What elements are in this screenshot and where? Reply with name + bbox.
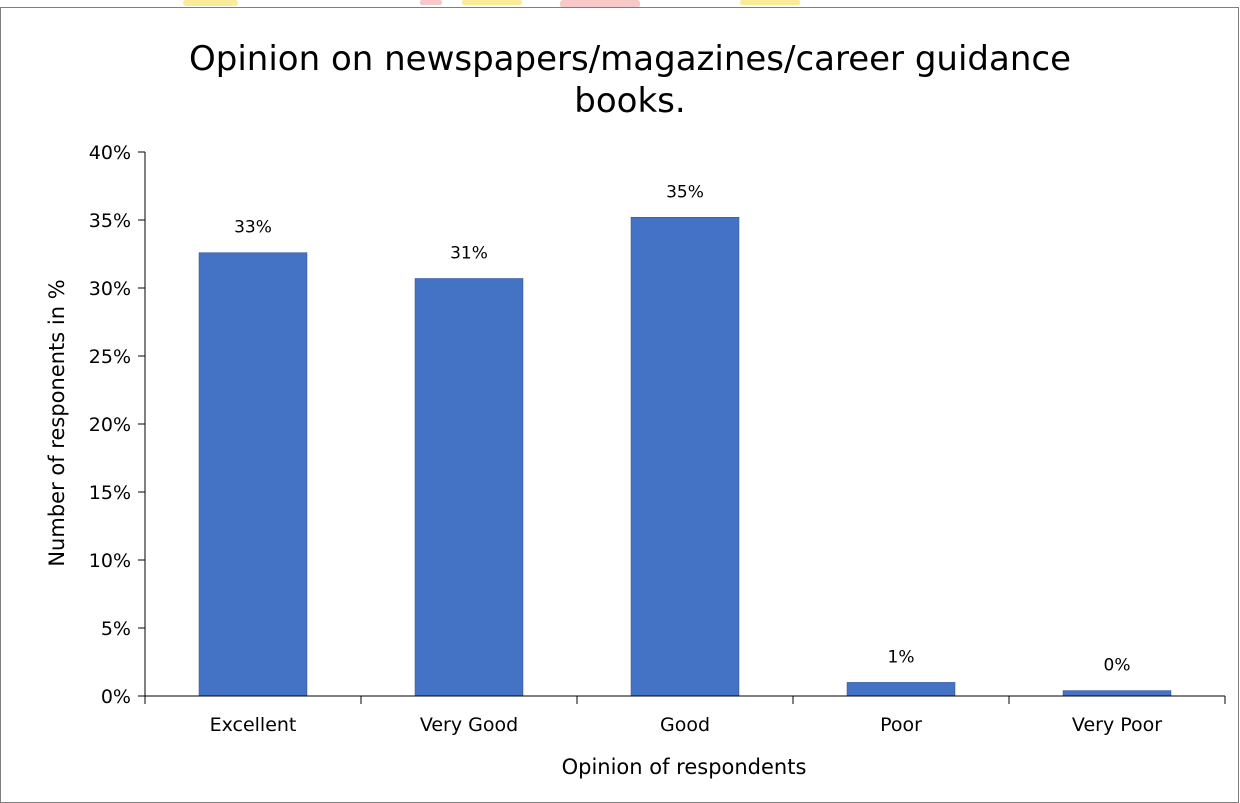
chart-border (0, 7, 1239, 803)
bar-very-good (414, 278, 524, 697)
x-tick-label: Very Poor (1072, 714, 1162, 736)
chart-title-line-2: books. (574, 81, 685, 121)
chart-title-line-1: Opinion on newspapers/magazines/career g… (189, 39, 1071, 79)
x-tick-label: Good (660, 714, 710, 736)
x-axis: Excellent Very Good Good Poor Very Poor (144, 695, 1226, 736)
y-tick-label: 20% (89, 414, 131, 436)
data-label: 31% (450, 243, 488, 263)
x-tick-label: Very Good (420, 714, 518, 736)
y-tick-label: 35% (89, 210, 131, 232)
data-label: 0% (1104, 656, 1131, 676)
y-tick-label: 30% (89, 278, 131, 300)
x-axis-title: Opinion of respondents (562, 755, 807, 779)
y-tick-label: 25% (89, 346, 131, 368)
x-tick-label: Excellent (210, 714, 297, 736)
watermark-decoration (183, 0, 800, 8)
y-axis: 0% 5% 10% 15% 20% 25% 30% 35% 40% (89, 142, 146, 708)
y-tick-label: 0% (101, 686, 131, 708)
data-label: 1% (888, 647, 915, 667)
data-label: 33% (234, 218, 272, 238)
y-tick-label: 15% (89, 482, 131, 504)
y-tick-label: 10% (89, 550, 131, 572)
bar-good (630, 217, 740, 697)
data-label: 35% (666, 182, 704, 202)
bar-poor (846, 682, 956, 697)
bar-excellent (198, 252, 308, 697)
y-tick-label: 40% (89, 142, 131, 164)
y-tick-label: 5% (101, 618, 131, 640)
bars-group: 33% 31% 35% 1% 0% (198, 182, 1172, 697)
bar-very-poor (1062, 690, 1172, 697)
y-axis-title: Number of responents in % (45, 279, 69, 566)
x-tick-label: Poor (880, 714, 922, 736)
